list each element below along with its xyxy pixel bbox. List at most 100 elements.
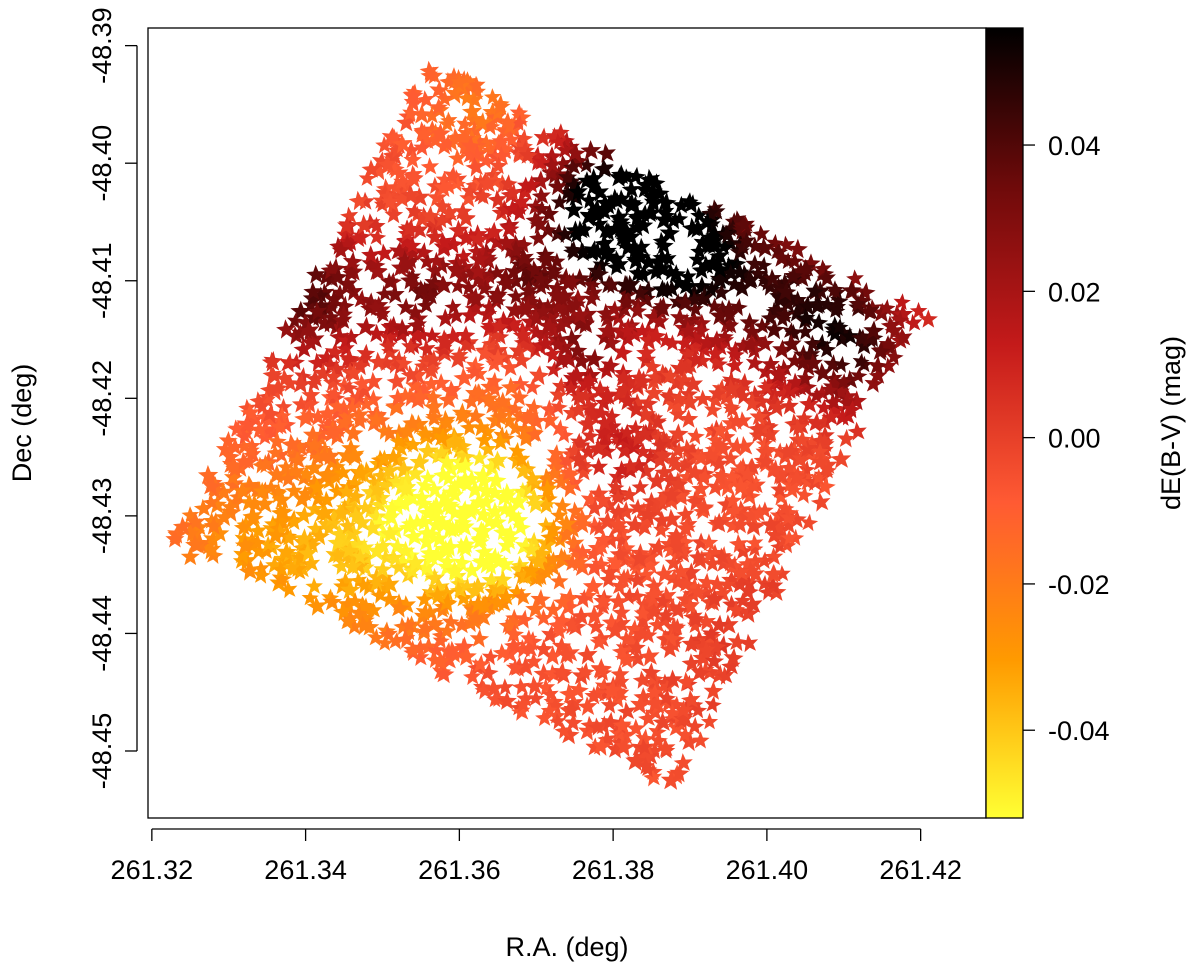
star-point [514,609,534,629]
star-point [517,270,537,289]
star-point [678,467,697,486]
star-point [307,301,328,321]
star-point [552,661,573,682]
star-point [847,421,867,441]
star-point [624,619,645,639]
star-point [821,381,839,399]
star-point [693,389,712,408]
star-point [447,262,466,281]
star-point [220,446,241,466]
star-point [667,717,687,738]
star-point [762,268,782,287]
star-point [485,547,504,566]
star-point [468,268,489,288]
star-point [602,679,623,700]
star-point [681,562,701,581]
star-point [767,517,788,537]
star-point [542,345,561,364]
star-point [504,183,523,201]
star-point [566,365,586,384]
colorbar-tick-label: 0.00 [1048,424,1101,454]
star-point [565,220,586,240]
star-point [701,204,720,222]
star-point [577,696,598,716]
star-point [447,519,465,537]
star-point [411,104,433,124]
star-point [252,481,272,500]
star-point [755,551,774,569]
star-point [413,242,434,262]
star-point [308,407,328,426]
star-point [532,199,551,217]
star-point [819,461,837,479]
star-point [567,340,588,360]
star-point [661,508,682,530]
star-point [497,112,518,131]
star-point [596,143,616,163]
star-point [424,349,444,369]
star-point [709,435,730,455]
star-point [520,629,538,647]
star-point [448,148,467,167]
star-point [748,426,766,443]
star-point [612,212,631,230]
star-point [775,498,795,518]
star-point [721,413,742,433]
star-point [539,316,560,336]
star-point [351,411,370,430]
star-point [658,249,677,268]
star-point [590,379,610,399]
star-point [392,318,413,338]
star-point [254,494,275,514]
star-point [497,537,516,555]
star-point [781,288,800,306]
star-point [629,547,651,568]
star-point [341,438,361,457]
star-point [798,296,818,316]
star-point [478,662,499,683]
star-point [460,136,481,156]
star-point [391,440,410,458]
star-point [395,354,413,372]
star-point [271,489,292,509]
star-point [165,529,185,548]
star-point [367,216,386,234]
star-point [791,449,812,470]
star-point [420,157,440,176]
star-point [515,140,535,160]
star-point [393,173,411,190]
star-point [255,407,275,427]
star-point [288,436,308,456]
star-point [459,278,478,296]
star-point [405,244,423,261]
star-point [500,411,519,429]
star-point [467,145,486,163]
star-point [303,281,323,301]
star-point [686,328,705,346]
star-point [350,604,368,622]
star-point [281,433,302,455]
star-point [726,345,745,364]
star-point [185,511,206,531]
star-point [266,525,287,546]
star-point [306,596,327,616]
star-point [727,600,746,618]
star-point [796,322,814,340]
star-point [556,524,576,543]
star-point [545,464,563,483]
star-point [306,264,326,284]
star-point [664,553,684,572]
star-point [172,516,193,536]
star-point [455,78,476,99]
star-point [578,156,596,174]
star-point [760,514,781,534]
star-point [648,537,669,558]
star-point [644,693,665,713]
star-point [646,173,666,192]
star-point [482,557,501,575]
star-point [714,510,734,529]
star-point [707,574,727,593]
star-point [742,271,760,289]
star-point [636,565,656,585]
